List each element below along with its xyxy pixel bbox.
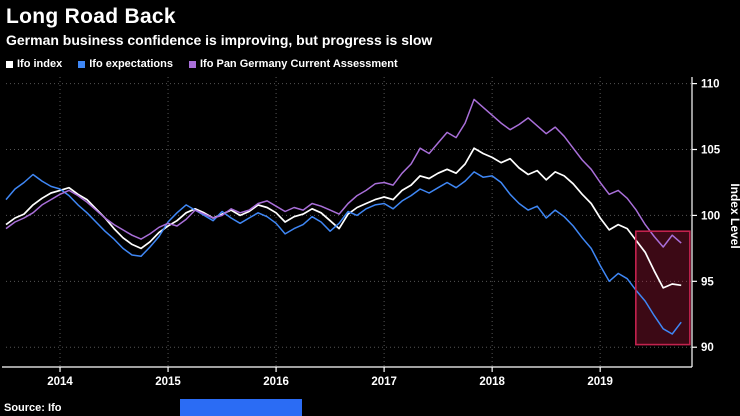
legend-swatch-icon (6, 60, 13, 68)
x-tick-label: 2018 (479, 376, 505, 388)
series-line-2 (5, 98, 682, 248)
highlight-border (635, 230, 691, 346)
series-line-1 (5, 171, 682, 335)
legend: Ifo index Ifo expectations Ifo Pan Germany… (0, 48, 740, 71)
x-tick-label: 2017 (371, 376, 397, 388)
y-tick-label: 95 (701, 276, 714, 288)
y-tick-label: 110 (701, 79, 720, 91)
legend-item-0: Ifo index (6, 58, 62, 70)
legend-item-1: Ifo expectations (78, 58, 173, 70)
x-tick-label: 2019 (587, 376, 613, 388)
legend-item-2: Ifo Pan Germany Current Assessment (188, 58, 398, 70)
x-tick-label: 2015 (155, 376, 181, 388)
legend-label: Ifo index (17, 58, 63, 70)
series-line-0 (5, 147, 682, 289)
x-tick-label: 2014 (47, 376, 73, 388)
x-tick-label: 2016 (263, 376, 289, 388)
chart-canvas: 90 95 100 105 110 2014 2015 2016 2017 2018 2019 Ind… (2, 77, 740, 388)
source-label: Source: Ifo (4, 402, 62, 414)
legend-swatch-icon (78, 60, 86, 68)
y-tick-label: 105 (701, 145, 721, 157)
y-tick-label: 90 (701, 342, 714, 354)
bloomberg-logo (180, 399, 302, 416)
chart-subtitle: German business confidence is improving,… (6, 32, 433, 48)
y-axis-title: Index Level (728, 183, 740, 248)
chart-title: Long Road Back (6, 5, 176, 28)
legend-label: Ifo expectations (89, 58, 173, 70)
legend-label: Ifo Pan Germany Current Assessment (199, 58, 398, 70)
y-tick-label: 100 (701, 210, 720, 222)
legend-swatch-icon (188, 60, 196, 68)
